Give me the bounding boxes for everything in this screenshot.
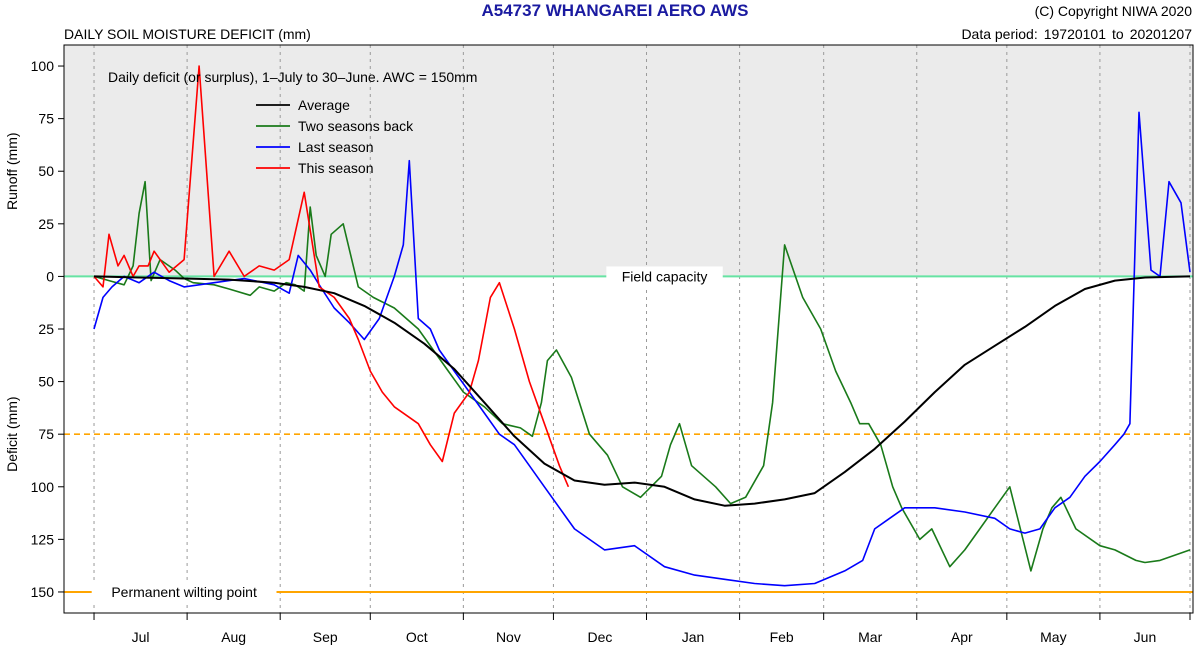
y-tick-label: 100 [31,58,55,74]
y-tick-label: 150 [31,584,55,600]
x-tick-label: Jan [682,629,705,645]
y-tick-label: 75 [38,426,54,442]
x-tick-label: Jul [132,629,150,645]
y-tick-label: 75 [38,111,54,127]
y-tick-label: 50 [38,163,54,179]
legend: Average Two seasons back Last season This s… [256,97,414,176]
y-tick-label: 25 [38,321,54,337]
legend-entry: Last season [298,139,374,155]
legend-entry: Two seasons back [298,118,414,134]
series-line-two-seasons-back [93,180,1191,572]
series-line-last-season [93,111,1191,587]
wilting-point-label-bg [91,581,277,602]
x-tick-label: Sep [313,629,338,645]
y-tick-label: 0 [46,268,54,284]
series-line-average [93,275,1191,507]
field-capacity-label: Field capacity [622,268,708,284]
y-axis-label-deficit: Deficit (mm) [4,396,20,471]
x-tick-label: Mar [858,629,882,645]
y-tick-label: 25 [38,216,54,232]
series-lines [93,65,1191,587]
y-axis-label-runoff: Runoff (mm) [4,132,20,210]
x-tick-label: Dec [588,629,613,645]
chart-annotation: Daily deficit (or surplus), 1–July to 30… [108,69,477,85]
legend-entry: Average [298,97,350,113]
wilting-point-label: Permanent wilting point [111,584,257,600]
runoff-band [64,45,1193,277]
x-tick-label: Jun [1134,629,1157,645]
chart-subtitle: DAILY SOIL MOISTURE DEFICIT (mm) [64,26,311,42]
x-tick-label: May [1040,629,1066,645]
x-tick-label: Aug [221,629,246,645]
chart-title: A54737 WHANGAREI AERO AWS [481,1,748,20]
legend-entry: This season [298,160,373,176]
x-tick-label: Apr [951,629,973,645]
x-tick-label: Nov [496,629,521,645]
data-period-label: Data period: 19720101 to 20201207 [961,26,1192,42]
plot-frame [63,44,1194,614]
y-tick-label: 100 [31,479,55,495]
plot-area: Jul Aug Sep Oct Nov Dec Jan Feb Mar Apr May Jun Fiel… [4,44,1194,645]
x-tick-label: Oct [406,629,428,645]
copyright-text: (C) Copyright NIWA 2020 [1035,3,1193,19]
y-tick-label: 125 [31,531,55,547]
x-tick-label: Feb [770,629,794,645]
field-capacity-label-bg [606,266,723,287]
y-tick-label: 50 [38,374,54,390]
